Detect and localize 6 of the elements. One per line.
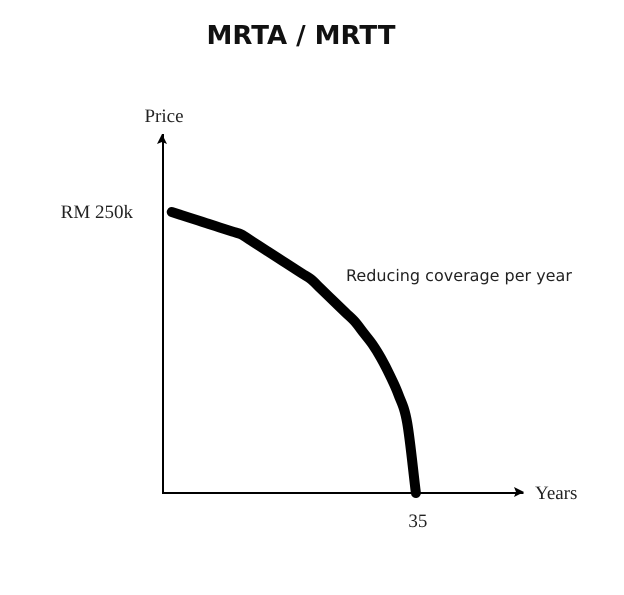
text: RM 250k (60, 202, 134, 223)
chart-title: MRTA / MRTT (206, 20, 396, 51)
text: 35 (408, 510, 428, 532)
y-axis-title: Price (144, 106, 184, 127)
text: Years (535, 482, 578, 504)
annotation: Reducing coverage per year (346, 266, 572, 286)
